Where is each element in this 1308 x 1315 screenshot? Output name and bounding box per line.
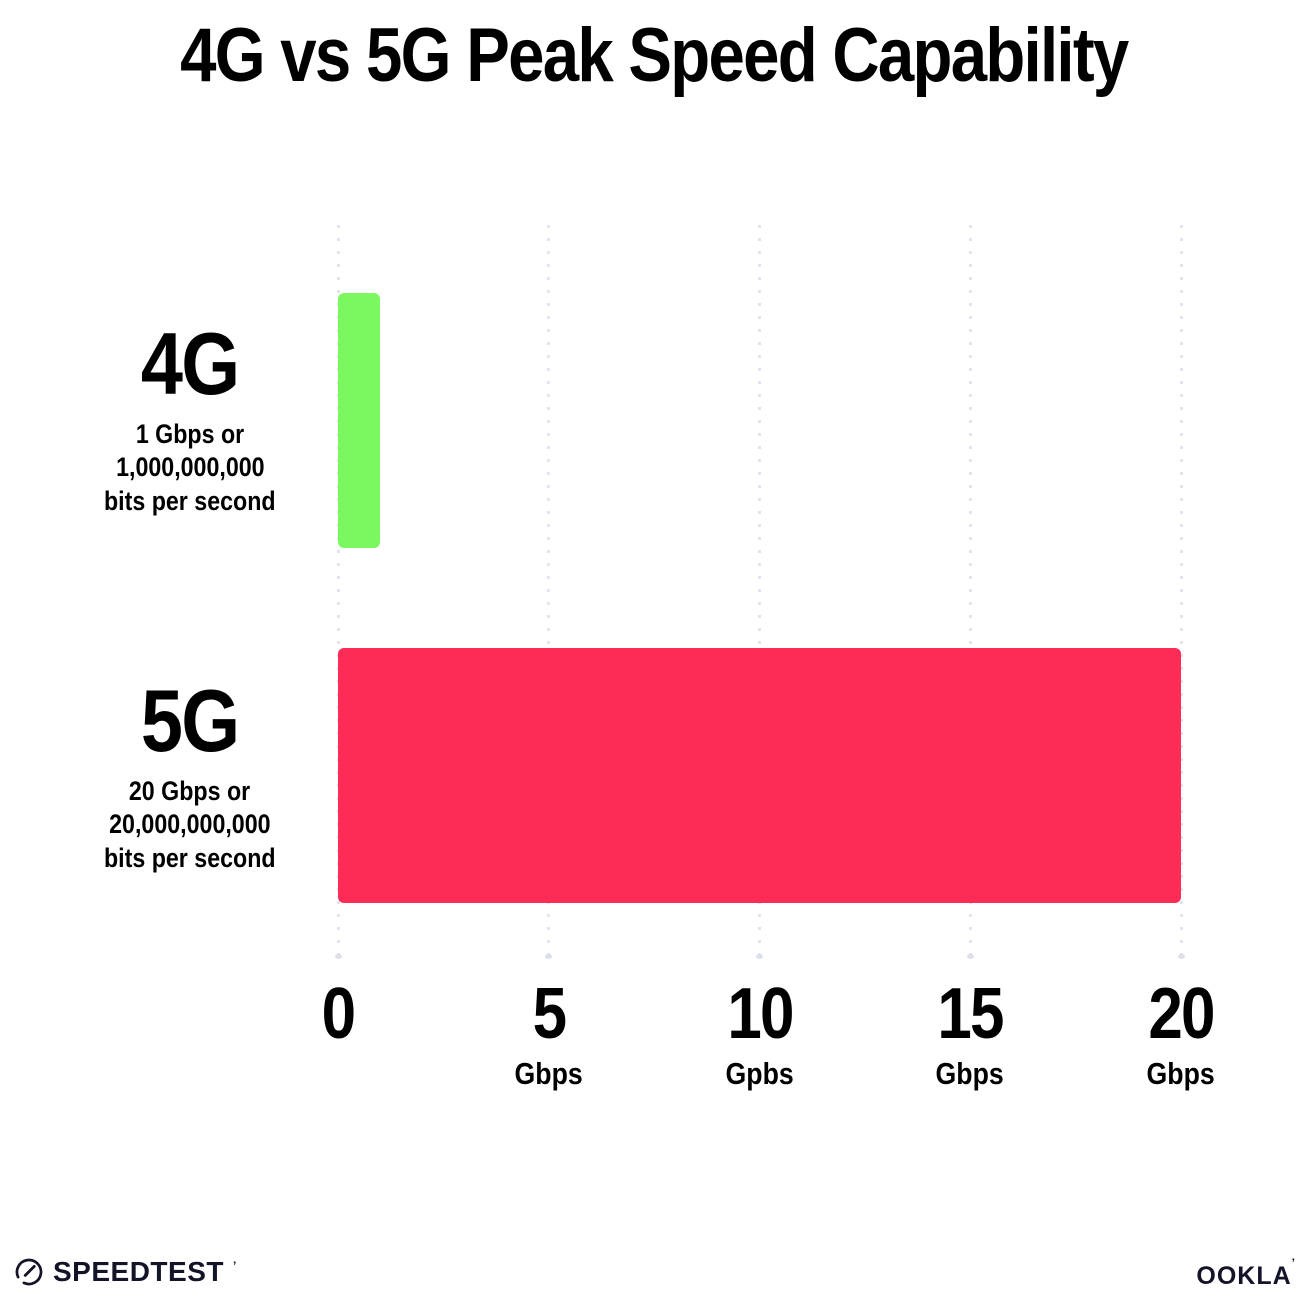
row-label-4g-desc-line: bits per second [104, 486, 276, 517]
row-label-4g-name: 4G [141, 314, 240, 413]
speedtest-trademark-mark: ’ [232, 1259, 237, 1273]
x-tick-15: 15 Gbps [860, 978, 1080, 1092]
speedtest-wordmark: SPEEDTEST [53, 1256, 224, 1287]
ookla-logo: OOKLA’ [1196, 1256, 1296, 1291]
x-tick-15-unit: Gbps [935, 1056, 1005, 1091]
row-label-5g-desc-line: bits per second [104, 843, 276, 874]
gridline-20 [1177, 225, 1185, 959]
chart-title: 4G vs 5G Peak Speed Capability [0, 14, 1308, 98]
x-tick-5: 5 Gbps [439, 978, 659, 1092]
speedtest-gauge-icon [15, 1258, 43, 1286]
plot-area [334, 225, 1185, 959]
x-tick-20-value: 20 [1148, 974, 1215, 1054]
x-tick-5-unit: Gbps [514, 1056, 584, 1091]
row-label-5g-name: 5G [141, 671, 240, 770]
row-label-5g-desc-line: 20 Gbps or [129, 775, 251, 806]
gridline-15 [966, 225, 974, 959]
bar-4g [338, 293, 380, 548]
row-label-4g-desc-line: 1 Gbps or [135, 418, 245, 449]
x-tick-10-unit: Gpbs [725, 1056, 795, 1091]
x-tick-0-value: 0 [321, 974, 356, 1054]
row-label-5g-desc-line: 20,000,000,000 [109, 809, 271, 840]
x-tick-20: 20 Gbps [1071, 978, 1291, 1092]
bar-5g [338, 648, 1181, 903]
speedtest-logo: SPEEDTEST ’ [14, 1256, 236, 1288]
x-tick-10: 10 Gpbs [650, 978, 870, 1092]
gridline-10 [756, 225, 763, 959]
gridline-0 [334, 225, 342, 959]
row-label-5g: 5G 20 Gbps or 20,000,000,000 bits per se… [45, 671, 335, 876]
x-tick-15-value: 15 [937, 974, 1004, 1054]
gridline-5 [545, 225, 553, 959]
row-label-4g-desc-line: 1,000,000,000 [115, 452, 265, 483]
x-tick-20-unit: Gbps [1146, 1056, 1216, 1091]
x-tick-5-value: 5 [532, 974, 567, 1054]
row-label-4g: 4G 1 Gbps or 1,000,000,000 bits per seco… [45, 314, 335, 519]
chart-title-text: 4G vs 5G Peak Speed Capability [180, 13, 1129, 98]
ookla-trademark-mark: ’ [1291, 1256, 1296, 1270]
ookla-wordmark: OOKLA [1196, 1262, 1292, 1290]
x-tick-0: 0 [228, 978, 448, 1092]
x-tick-10-value: 10 [727, 974, 794, 1054]
